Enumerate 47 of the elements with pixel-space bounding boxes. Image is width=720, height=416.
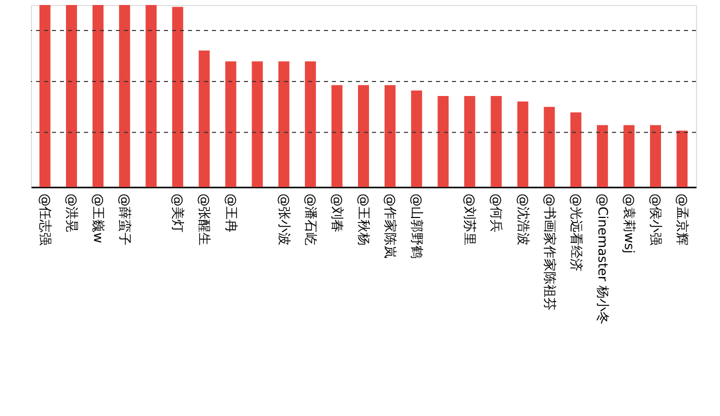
bar [596, 125, 608, 187]
x-tick-label: @作家陈岚 [382, 194, 398, 258]
bar [438, 96, 449, 187]
x-tick-label: @美灯 [170, 194, 186, 232]
x-tick-label: @王冉 [222, 194, 238, 232]
bar [119, 5, 130, 187]
bar [490, 96, 502, 187]
x-tick-label: @张小波 [276, 194, 291, 246]
bar [304, 61, 316, 187]
x-tick-label: @何兵 [488, 194, 504, 232]
x-tick-label: @任志强 [36, 194, 52, 246]
bar [198, 50, 210, 187]
bar [676, 130, 688, 187]
x-tick-label: @山郭野鹤 [408, 194, 424, 258]
bar [278, 61, 290, 187]
x-tick-label: @刘苏里 [462, 194, 477, 246]
bar [172, 6, 184, 187]
bar [544, 106, 555, 187]
bar [650, 125, 662, 187]
x-tick-label: @张醒生 [196, 194, 212, 246]
x-tick-label: @光远看经济 [568, 194, 583, 272]
x-tick-label: @孟京辉 [674, 194, 690, 246]
x-tick-label: @潘石屹 [302, 194, 318, 246]
bar [225, 61, 236, 187]
bar [570, 112, 582, 187]
bar [92, 5, 104, 187]
bar [252, 61, 263, 187]
bar [358, 85, 369, 187]
x-tick-label: @沈浩波 [514, 194, 530, 246]
bar [384, 85, 396, 187]
x-tick-label: @书画家作家陈祖芬 [541, 194, 558, 310]
x-tick-label: @洪晃 [63, 194, 78, 232]
x-tick-label: @王秋杨 [356, 194, 370, 246]
bar [517, 101, 528, 187]
x-tick-label: @袁莉wsj [620, 194, 636, 254]
bar [331, 85, 342, 187]
x-tick-label: @侯小强 [648, 194, 663, 246]
bar [39, 5, 50, 187]
x-tick-label: @Cinemaster 杨小冬 [594, 194, 610, 324]
x-tick-label: @薛蛮子 [116, 194, 133, 246]
bar [464, 96, 476, 187]
bar [146, 5, 157, 187]
x-tick-label: @王巍w [90, 194, 106, 244]
bar [411, 90, 422, 187]
bar [623, 125, 634, 187]
x-tick-label: @刘春 [328, 194, 344, 232]
bar [66, 5, 77, 187]
